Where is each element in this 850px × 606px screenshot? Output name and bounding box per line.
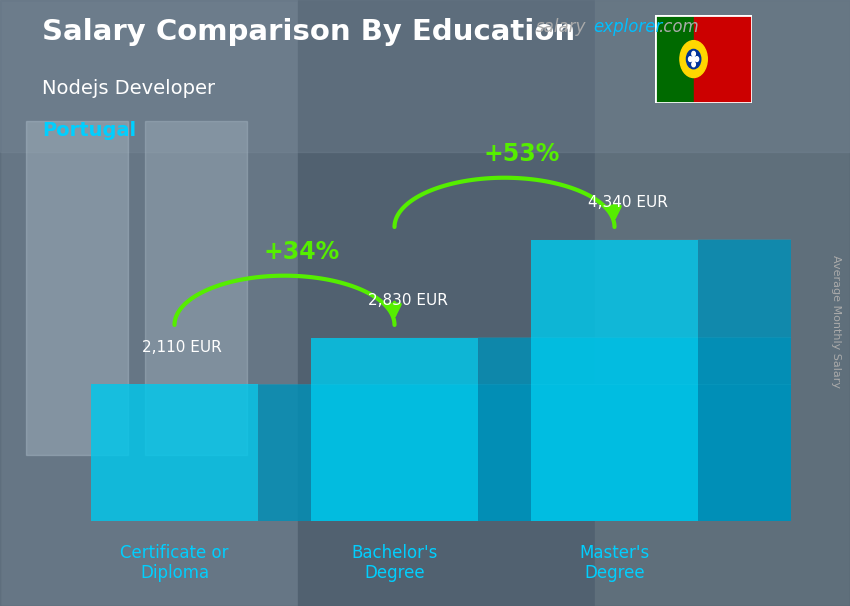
Circle shape — [680, 41, 707, 78]
Polygon shape — [311, 325, 850, 338]
Circle shape — [692, 62, 695, 67]
Bar — [595, 0, 850, 606]
Bar — [298, 0, 595, 606]
Bar — [144, 121, 246, 454]
Text: Certificate or
Diploma: Certificate or Diploma — [120, 544, 229, 582]
Text: +34%: +34% — [264, 241, 340, 264]
Text: .com: .com — [658, 18, 699, 36]
Bar — [0, 0, 298, 606]
Polygon shape — [698, 227, 850, 521]
Text: Portugal: Portugal — [42, 121, 137, 140]
Polygon shape — [258, 371, 850, 521]
Circle shape — [692, 52, 695, 56]
Bar — [0, 0, 850, 152]
Text: 2,830 EUR: 2,830 EUR — [368, 293, 448, 308]
Text: Master's
Degree: Master's Degree — [580, 544, 649, 582]
Polygon shape — [531, 239, 698, 521]
Bar — [26, 121, 128, 454]
Text: Nodejs Developer: Nodejs Developer — [42, 79, 216, 98]
Polygon shape — [478, 325, 850, 521]
Circle shape — [692, 57, 695, 61]
Polygon shape — [531, 227, 850, 239]
Circle shape — [695, 57, 699, 61]
Text: Salary Comparison By Education: Salary Comparison By Education — [42, 18, 575, 46]
Text: Bachelor's
Degree: Bachelor's Degree — [351, 544, 438, 582]
Bar — [694, 15, 752, 103]
Polygon shape — [91, 384, 258, 521]
Text: salary: salary — [536, 18, 586, 36]
Text: 2,110 EUR: 2,110 EUR — [141, 340, 221, 355]
Text: explorer: explorer — [593, 18, 663, 36]
Text: +53%: +53% — [484, 142, 560, 167]
Circle shape — [687, 50, 700, 68]
Polygon shape — [91, 371, 850, 384]
Circle shape — [688, 57, 692, 61]
Bar — [654, 15, 694, 103]
Text: Average Monthly Salary: Average Monthly Salary — [830, 255, 841, 388]
Polygon shape — [311, 338, 478, 521]
Text: 4,340 EUR: 4,340 EUR — [588, 195, 668, 210]
